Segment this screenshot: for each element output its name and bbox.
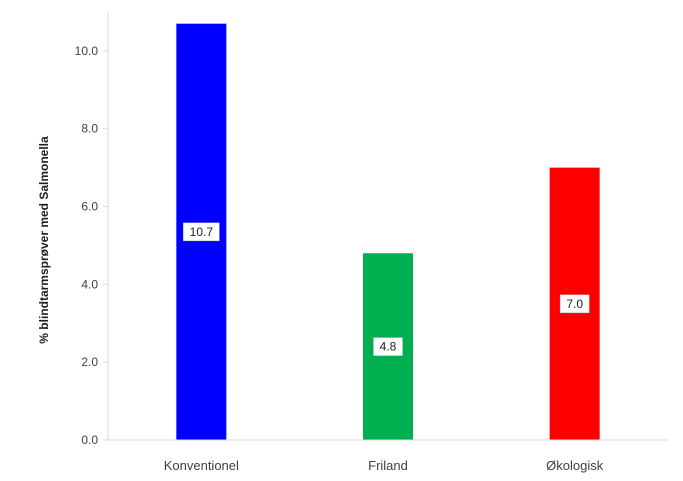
y-tick-label: 2.0 [81,355,98,369]
x-tick-label: Friland [368,458,408,473]
data-label-box [373,337,403,356]
y-tick-label: 8.0 [81,122,98,136]
x-tick-label: Konventionel [164,458,239,473]
y-axis: 0.0 2.0 4.0 6.0 8.0 10.0 [75,12,109,447]
x-axis: Konventionel Friland Økologisk [108,439,668,473]
y-tick-label: 10.0 [75,44,99,58]
bars: 10.7 4.8 7.0 [176,23,600,441]
y-tick-label: 4.0 [81,277,98,291]
y-tick-label: 6.0 [81,200,98,214]
data-label-box [559,294,590,314]
data-label: 4.8 [380,340,397,354]
x-tick-label: Økologisk [546,458,604,473]
data-label: 7.0 [566,297,583,311]
y-tick-label: 0.0 [81,433,98,447]
data-label-box [183,222,220,242]
y-axis-title: % blindtarmsprøver med Salmonella [37,136,51,344]
data-label: 10.7 [190,225,214,239]
